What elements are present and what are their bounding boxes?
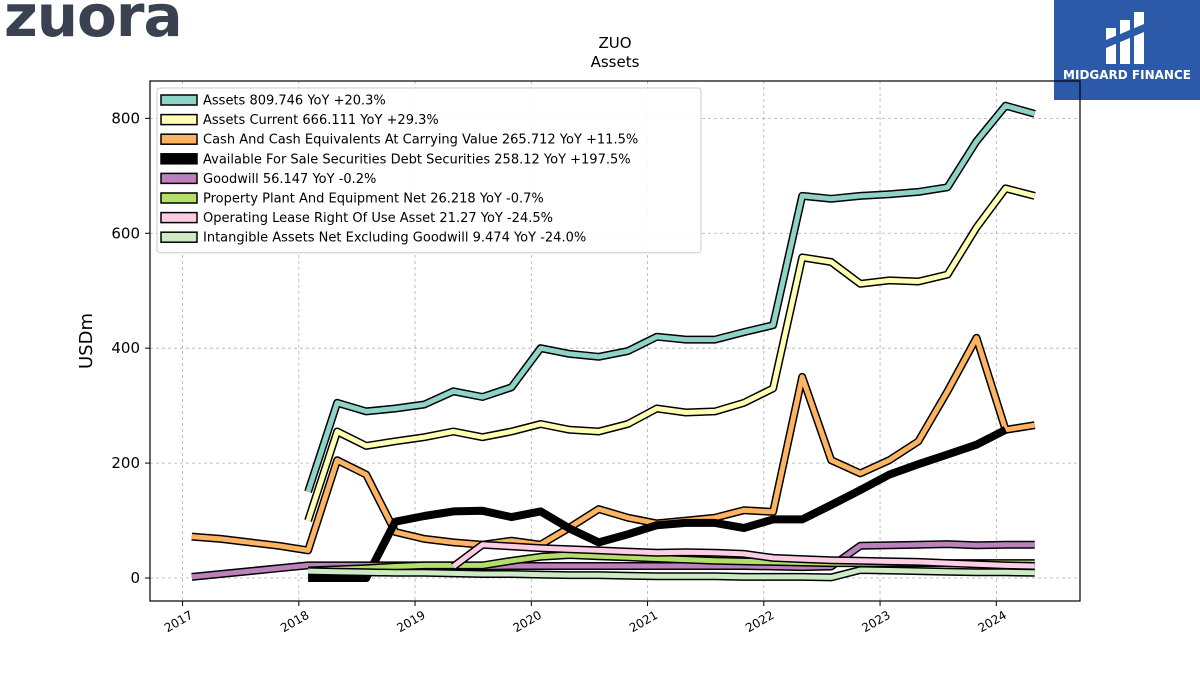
y-tick-label: 800: [111, 109, 140, 127]
series-line: [308, 426, 1008, 582]
series-line: [304, 184, 1036, 522]
legend-item: Cash And Cash Equivalents At Carrying Va…: [160, 133, 638, 148]
legend-swatch: [160, 172, 198, 185]
legend-label: Goodwill 56.147 YoY -0.2%: [203, 172, 376, 187]
legend-frame: [156, 87, 702, 254]
legend-label: Operating Lease Right Of Use Asset 21.27…: [203, 211, 553, 226]
series-stroke: [191, 335, 1036, 553]
chart-title: ZUO: [598, 34, 631, 52]
legend-label: Intangible Assets Net Excluding Goodwill…: [203, 231, 586, 246]
legend-swatch: [160, 231, 198, 243]
plot-frame: [149, 80, 1081, 602]
series-stroke: [308, 426, 1008, 582]
y-tick-label: 0: [130, 569, 140, 587]
legend-item: Operating Lease Right Of Use Asset 21.27…: [160, 211, 553, 226]
series-line: [191, 540, 1035, 581]
legend-item: Property Plant And Equipment Net 26.218 …: [160, 192, 544, 207]
badge-label: MIDGARD FINANCE: [1063, 68, 1191, 82]
legend-swatch: [160, 133, 198, 145]
legend-label: Assets Current 666.111 YoY +29.3%: [203, 113, 439, 128]
series-stroke: [191, 541, 1035, 580]
midgard-finance-badge: MIDGARD FINANCE: [1054, 0, 1200, 100]
y-tick-label: 200: [111, 454, 140, 472]
series-line: [451, 540, 1035, 570]
legend-swatch: [160, 153, 198, 165]
legend-swatch: [160, 211, 198, 224]
zuora-logo: zuora: [4, 0, 183, 50]
series-stroke: [308, 567, 1035, 580]
legend-swatch: [160, 94, 198, 106]
x-tick-label: 2023: [859, 608, 892, 635]
series-line: [304, 101, 1036, 494]
x-tick-label: 2021: [627, 608, 660, 635]
series-stroke: [305, 103, 1036, 493]
series-line: [308, 566, 1035, 582]
series-line: [191, 333, 1036, 555]
legend-item: Assets Current 666.111 YoY +29.3%: [160, 113, 439, 128]
series-layer: [191, 101, 1036, 582]
legend-item: Intangible Assets Net Excluding Goodwill…: [160, 231, 586, 246]
legend: Assets 809.746 YoY +20.3% Assets Current …: [156, 87, 702, 254]
x-tick-label: 2022: [743, 608, 776, 635]
legend-swatch: [160, 113, 198, 126]
midgard-logo-icon: [1106, 12, 1144, 64]
x-tick-label: 2017: [162, 608, 195, 635]
legend-item: Goodwill 56.147 YoY -0.2%: [160, 172, 376, 187]
x-tick-label: 2024: [976, 608, 1009, 635]
x-tick-label: 2018: [278, 608, 311, 635]
x-tick-label: 2020: [511, 608, 544, 635]
series-stroke: [305, 185, 1036, 522]
series-stroke: [451, 542, 1035, 569]
legend-label: Assets 809.746 YoY +20.3%: [203, 94, 386, 109]
legend-label: Cash And Cash Equivalents At Carrying Va…: [203, 133, 638, 148]
legend-label: Property Plant And Equipment Net 26.218 …: [203, 192, 544, 207]
legend-swatch: [160, 192, 198, 204]
chart-subtitle: Assets: [591, 53, 640, 71]
y-axis-label: USDm: [76, 313, 97, 369]
legend-item: Available For Sale Securities Debt Secur…: [160, 152, 631, 167]
legend-item: Assets 809.746 YoY +20.3%: [160, 94, 386, 109]
legend-label: Available For Sale Securities Debt Secur…: [203, 152, 631, 167]
x-tick-label: 2019: [394, 608, 427, 635]
y-tick-label: 600: [111, 224, 140, 242]
y-tick-label: 400: [111, 339, 140, 357]
